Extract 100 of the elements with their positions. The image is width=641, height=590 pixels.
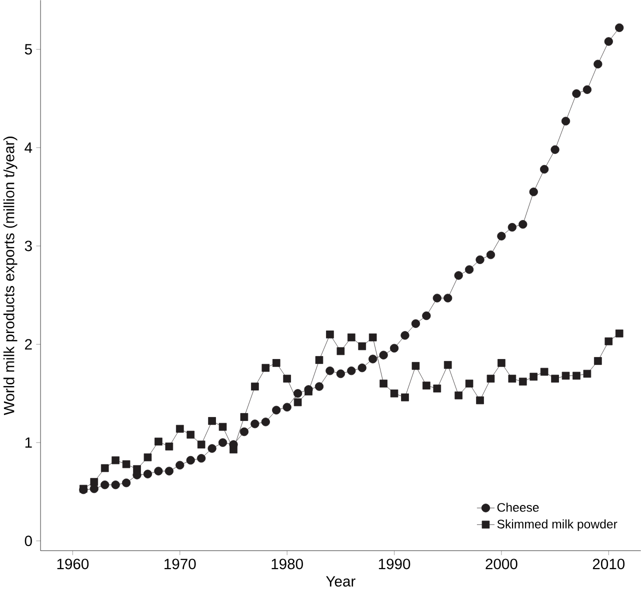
- point: [498, 359, 506, 367]
- point: [272, 359, 280, 367]
- point: [218, 422, 227, 431]
- point: [176, 460, 184, 470]
- point: [283, 374, 291, 383]
- point: [390, 344, 399, 353]
- point: [251, 382, 259, 390]
- point: [444, 360, 452, 369]
- y-tick-label: 1: [25, 437, 32, 448]
- point: [390, 390, 398, 398]
- point: [208, 444, 216, 453]
- point: [240, 427, 249, 436]
- point: [262, 364, 270, 372]
- point: [176, 424, 184, 433]
- point: [314, 382, 324, 391]
- point: [508, 222, 516, 232]
- point: [208, 417, 216, 425]
- point: [326, 366, 334, 376]
- legend-label: Skimmed milk powder: [497, 519, 618, 531]
- point: [293, 389, 302, 398]
- point: [572, 89, 581, 98]
- point: [326, 330, 334, 338]
- point: [551, 374, 559, 383]
- point: [615, 330, 624, 338]
- point: [218, 438, 228, 447]
- x-tick-label: 1960: [57, 558, 89, 570]
- point: [186, 430, 195, 439]
- point: [497, 232, 506, 240]
- point: [518, 220, 528, 229]
- point: [294, 398, 302, 406]
- x-tick-label: 1970: [164, 558, 196, 570]
- point: [540, 368, 548, 376]
- x-axis-title: Year: [326, 576, 356, 587]
- point: [368, 354, 378, 364]
- point: [422, 311, 431, 320]
- point: [144, 453, 152, 462]
- point: [411, 319, 420, 328]
- point: [476, 255, 484, 264]
- point: [444, 294, 452, 302]
- point: [111, 480, 120, 490]
- point: [465, 380, 474, 388]
- point: [433, 384, 442, 392]
- point: [518, 378, 527, 386]
- point: [347, 333, 356, 342]
- point: [154, 438, 162, 446]
- point: [594, 357, 602, 365]
- y-tick-label: 4: [24, 142, 32, 153]
- point: [347, 366, 356, 376]
- point: [615, 23, 624, 32]
- point: [380, 380, 388, 388]
- point: [562, 372, 570, 380]
- point: [594, 60, 602, 68]
- point: [508, 374, 516, 383]
- legend-label: Cheese: [497, 502, 539, 512]
- point: [358, 342, 366, 350]
- y-tick-label: 2: [25, 339, 32, 350]
- point: [412, 362, 420, 370]
- point: [583, 370, 592, 378]
- point: [379, 350, 388, 360]
- point: [197, 454, 206, 463]
- x-tick-label: 1990: [378, 558, 410, 570]
- point: [100, 480, 110, 490]
- point: [250, 420, 260, 428]
- point: [164, 466, 174, 476]
- point: [261, 418, 270, 426]
- point: [240, 413, 248, 421]
- point: [486, 250, 496, 260]
- point: [422, 382, 430, 390]
- point: [358, 364, 366, 372]
- point: [336, 347, 345, 356]
- point: [154, 466, 163, 476]
- point: [165, 442, 174, 450]
- point: [401, 393, 409, 402]
- point: [530, 372, 538, 381]
- y-axis-title: World milk products exports (million t/year): [3, 136, 18, 416]
- point: [186, 456, 195, 465]
- point: [122, 460, 130, 468]
- point: [572, 372, 580, 380]
- point: [476, 396, 484, 404]
- point: [529, 188, 538, 196]
- point: [486, 374, 495, 383]
- point: [454, 391, 462, 400]
- point: [432, 294, 442, 302]
- point: [282, 402, 292, 412]
- point: [197, 440, 206, 448]
- point: [550, 145, 560, 154]
- point: [464, 265, 474, 274]
- x-tick-label: 2010: [592, 558, 625, 570]
- point: [454, 271, 463, 280]
- point: [368, 333, 377, 342]
- point: [582, 85, 592, 94]
- point: [315, 356, 324, 364]
- point: [540, 164, 549, 174]
- point: [400, 331, 410, 340]
- point: [604, 337, 613, 346]
- x-tick-label: 1980: [272, 558, 303, 570]
- point: [143, 470, 152, 478]
- y-tick-label: 0: [24, 536, 32, 546]
- point: [100, 464, 109, 472]
- point: [90, 478, 98, 486]
